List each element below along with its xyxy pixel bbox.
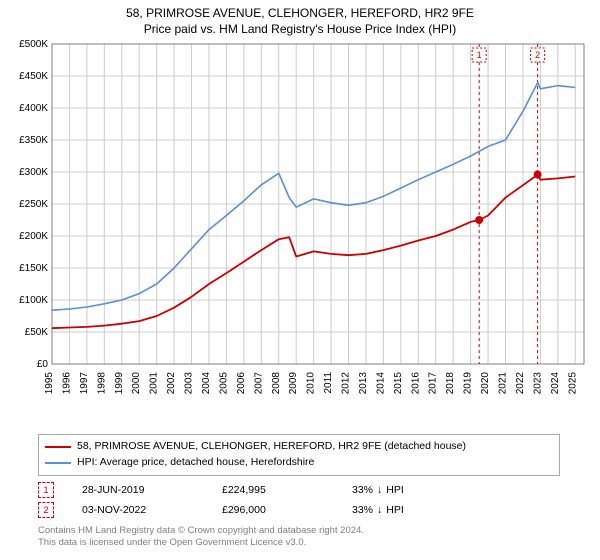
svg-text:1998: 1998	[96, 372, 107, 395]
svg-text:2002: 2002	[166, 372, 177, 395]
svg-text:2022: 2022	[515, 372, 526, 395]
sales-row: 2 03-NOV-2022 £296,000 33% ↓ HPI	[38, 500, 412, 520]
svg-text:2005: 2005	[218, 372, 229, 395]
svg-text:2025: 2025	[567, 372, 578, 395]
svg-text:2021: 2021	[498, 372, 509, 395]
svg-text:2000: 2000	[131, 372, 142, 395]
svg-text:2016: 2016	[410, 372, 421, 395]
sale-delta: 33% ↓ HPI	[352, 504, 412, 516]
svg-text:£400K: £400K	[19, 103, 48, 114]
legend-label: 58, PRIMROSE AVENUE, CLEHONGER, HEREFORD…	[77, 439, 466, 455]
sale-marker-icon: 1	[38, 482, 54, 498]
svg-text:£150K: £150K	[19, 263, 48, 274]
svg-text:2013: 2013	[358, 372, 369, 395]
svg-text:2009: 2009	[288, 372, 299, 395]
svg-text:2010: 2010	[306, 372, 317, 395]
svg-text:2006: 2006	[236, 372, 247, 395]
sale-date: 28-JUN-2019	[82, 484, 222, 496]
sale-delta: 33% ↓ HPI	[352, 484, 412, 496]
legend-swatch	[45, 462, 71, 464]
svg-text:£350K: £350K	[19, 135, 48, 146]
svg-text:£200K: £200K	[19, 231, 48, 242]
svg-text:2020: 2020	[480, 372, 491, 395]
svg-text:1995: 1995	[44, 372, 55, 395]
svg-text:1: 1	[477, 50, 482, 60]
svg-text:1999: 1999	[114, 372, 125, 395]
svg-text:£250K: £250K	[19, 199, 48, 210]
svg-text:£50K: £50K	[25, 327, 49, 338]
chart-title-address: 58, PRIMROSE AVENUE, CLEHONGER, HEREFORD…	[0, 0, 600, 20]
chart-svg: £0 £50K £100K £150K £200K £250K £300K £350K £400…	[8, 38, 592, 418]
svg-text:2: 2	[535, 50, 540, 60]
svg-text:1996: 1996	[61, 372, 72, 395]
svg-text:2018: 2018	[445, 372, 456, 395]
svg-text:1997: 1997	[79, 372, 90, 395]
sale-delta-vs: HPI	[386, 484, 404, 496]
sales-row: 1 28-JUN-2019 £224,995 33% ↓ HPI	[38, 480, 412, 500]
svg-text:2012: 2012	[341, 372, 352, 395]
svg-text:2008: 2008	[271, 372, 282, 395]
svg-text:2011: 2011	[323, 372, 334, 394]
sale-marker-icon: 2	[38, 502, 54, 518]
footer-line: This data is licensed under the Open Gov…	[38, 537, 364, 549]
svg-text:£300K: £300K	[19, 167, 48, 178]
legend: 58, PRIMROSE AVENUE, CLEHONGER, HEREFORD…	[38, 434, 560, 476]
chart-container: 58, PRIMROSE AVENUE, CLEHONGER, HEREFORD…	[0, 0, 600, 560]
legend-row: 58, PRIMROSE AVENUE, CLEHONGER, HEREFORD…	[45, 439, 553, 455]
svg-text:2019: 2019	[463, 372, 474, 395]
svg-text:£0: £0	[37, 359, 49, 370]
footer-attribution: Contains HM Land Registry data © Crown c…	[38, 525, 364, 550]
svg-text:2023: 2023	[532, 372, 543, 395]
down-arrow-icon: ↓	[377, 484, 382, 496]
svg-text:2017: 2017	[428, 372, 439, 395]
svg-text:2004: 2004	[201, 372, 212, 395]
sale-delta-pct: 33%	[352, 484, 373, 496]
sale-price: £224,995	[222, 484, 352, 496]
chart-title-subtitle: Price paid vs. HM Land Registry's House …	[0, 20, 600, 36]
legend-label: HPI: Average price, detached house, Here…	[77, 455, 314, 471]
sale-delta-pct: 33%	[352, 504, 373, 516]
legend-swatch	[45, 446, 71, 448]
chart-plot: £0 £50K £100K £150K £200K £250K £300K £350K £400…	[8, 38, 592, 418]
svg-text:2015: 2015	[393, 372, 404, 395]
svg-text:£450K: £450K	[19, 71, 48, 82]
down-arrow-icon: ↓	[377, 504, 382, 516]
sale-delta-vs: HPI	[386, 504, 404, 516]
sale-date: 03-NOV-2022	[82, 504, 222, 516]
svg-text:£500K: £500K	[19, 39, 48, 50]
svg-text:2003: 2003	[184, 372, 195, 395]
svg-text:2007: 2007	[253, 372, 264, 395]
svg-text:2014: 2014	[375, 372, 386, 395]
svg-text:£100K: £100K	[19, 295, 48, 306]
footer-line: Contains HM Land Registry data © Crown c…	[38, 525, 364, 537]
svg-text:2001: 2001	[149, 372, 160, 395]
legend-row: HPI: Average price, detached house, Here…	[45, 455, 553, 471]
sale-price: £296,000	[222, 504, 352, 516]
sales-table: 1 28-JUN-2019 £224,995 33% ↓ HPI 2 03-NO…	[38, 480, 412, 520]
svg-text:2024: 2024	[550, 372, 561, 395]
